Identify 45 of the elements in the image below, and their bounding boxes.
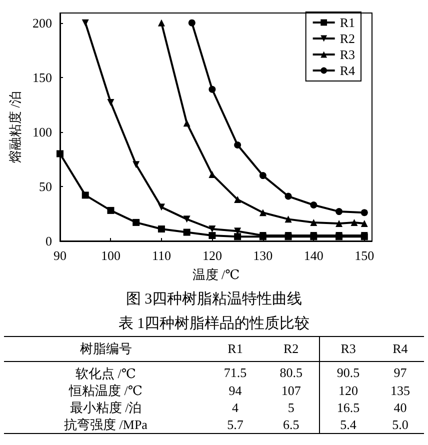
category-label: 最小粘度 /泊: [70, 400, 142, 415]
y-tick-label: 200: [32, 15, 52, 30]
text: 80.5: [280, 364, 302, 380]
text: 40: [394, 400, 407, 415]
text: 16.5: [336, 400, 360, 415]
x-tick-label: 120: [202, 248, 222, 263]
y-tick-label: 100: [32, 124, 52, 140]
text: 表 1四种树脂样品的性质比较: [117, 314, 311, 334]
x-tick-label: 130: [253, 248, 273, 263]
text: 90.5: [336, 364, 360, 380]
y-tick-label: 150: [32, 70, 52, 85]
category-label: R2: [262, 336, 320, 362]
text: 135: [390, 383, 410, 398]
legend-label: R3: [340, 47, 355, 62]
text: 5.0: [392, 417, 408, 432]
text: 94: [228, 383, 242, 398]
x-tick-label: 100: [100, 248, 120, 263]
text: 120: [338, 383, 358, 398]
category-label: 恒粘温度 /℃: [69, 383, 142, 398]
text: 图 3四种树脂粘温特性曲线: [126, 290, 302, 308]
category-label: R3: [320, 336, 376, 362]
text: 5: [288, 400, 294, 415]
category-label: R4: [376, 336, 424, 362]
x-tick-label: 150: [354, 248, 374, 263]
y-tick-label: 50: [39, 178, 52, 194]
text: 4: [232, 400, 238, 415]
y-axis-title: 熔融粘度 /泊: [8, 91, 23, 163]
x-tick-label: 90: [54, 248, 66, 263]
text: 97: [394, 364, 407, 380]
text: 6.5: [282, 417, 300, 432]
category-label: R1: [208, 336, 263, 362]
legend-label: R4: [340, 63, 356, 78]
category-label: 软化点 /℃: [76, 366, 136, 381]
x-axis-title: 温度 /℃: [192, 267, 240, 282]
text: 5.4: [340, 417, 356, 432]
legend-label: R1: [340, 15, 355, 30]
text: 107: [281, 383, 301, 398]
text: 71.5: [224, 364, 247, 380]
text: 5.7: [227, 417, 244, 432]
text: 树脂编号: [4, 336, 208, 362]
x-tick-label: 110: [152, 248, 171, 263]
x-tick-label: 140: [304, 248, 324, 263]
y-tick-label: 0: [46, 234, 52, 248]
category-label: 抗弯强度 /MPa: [64, 417, 148, 432]
legend-label: R2: [340, 31, 355, 46]
